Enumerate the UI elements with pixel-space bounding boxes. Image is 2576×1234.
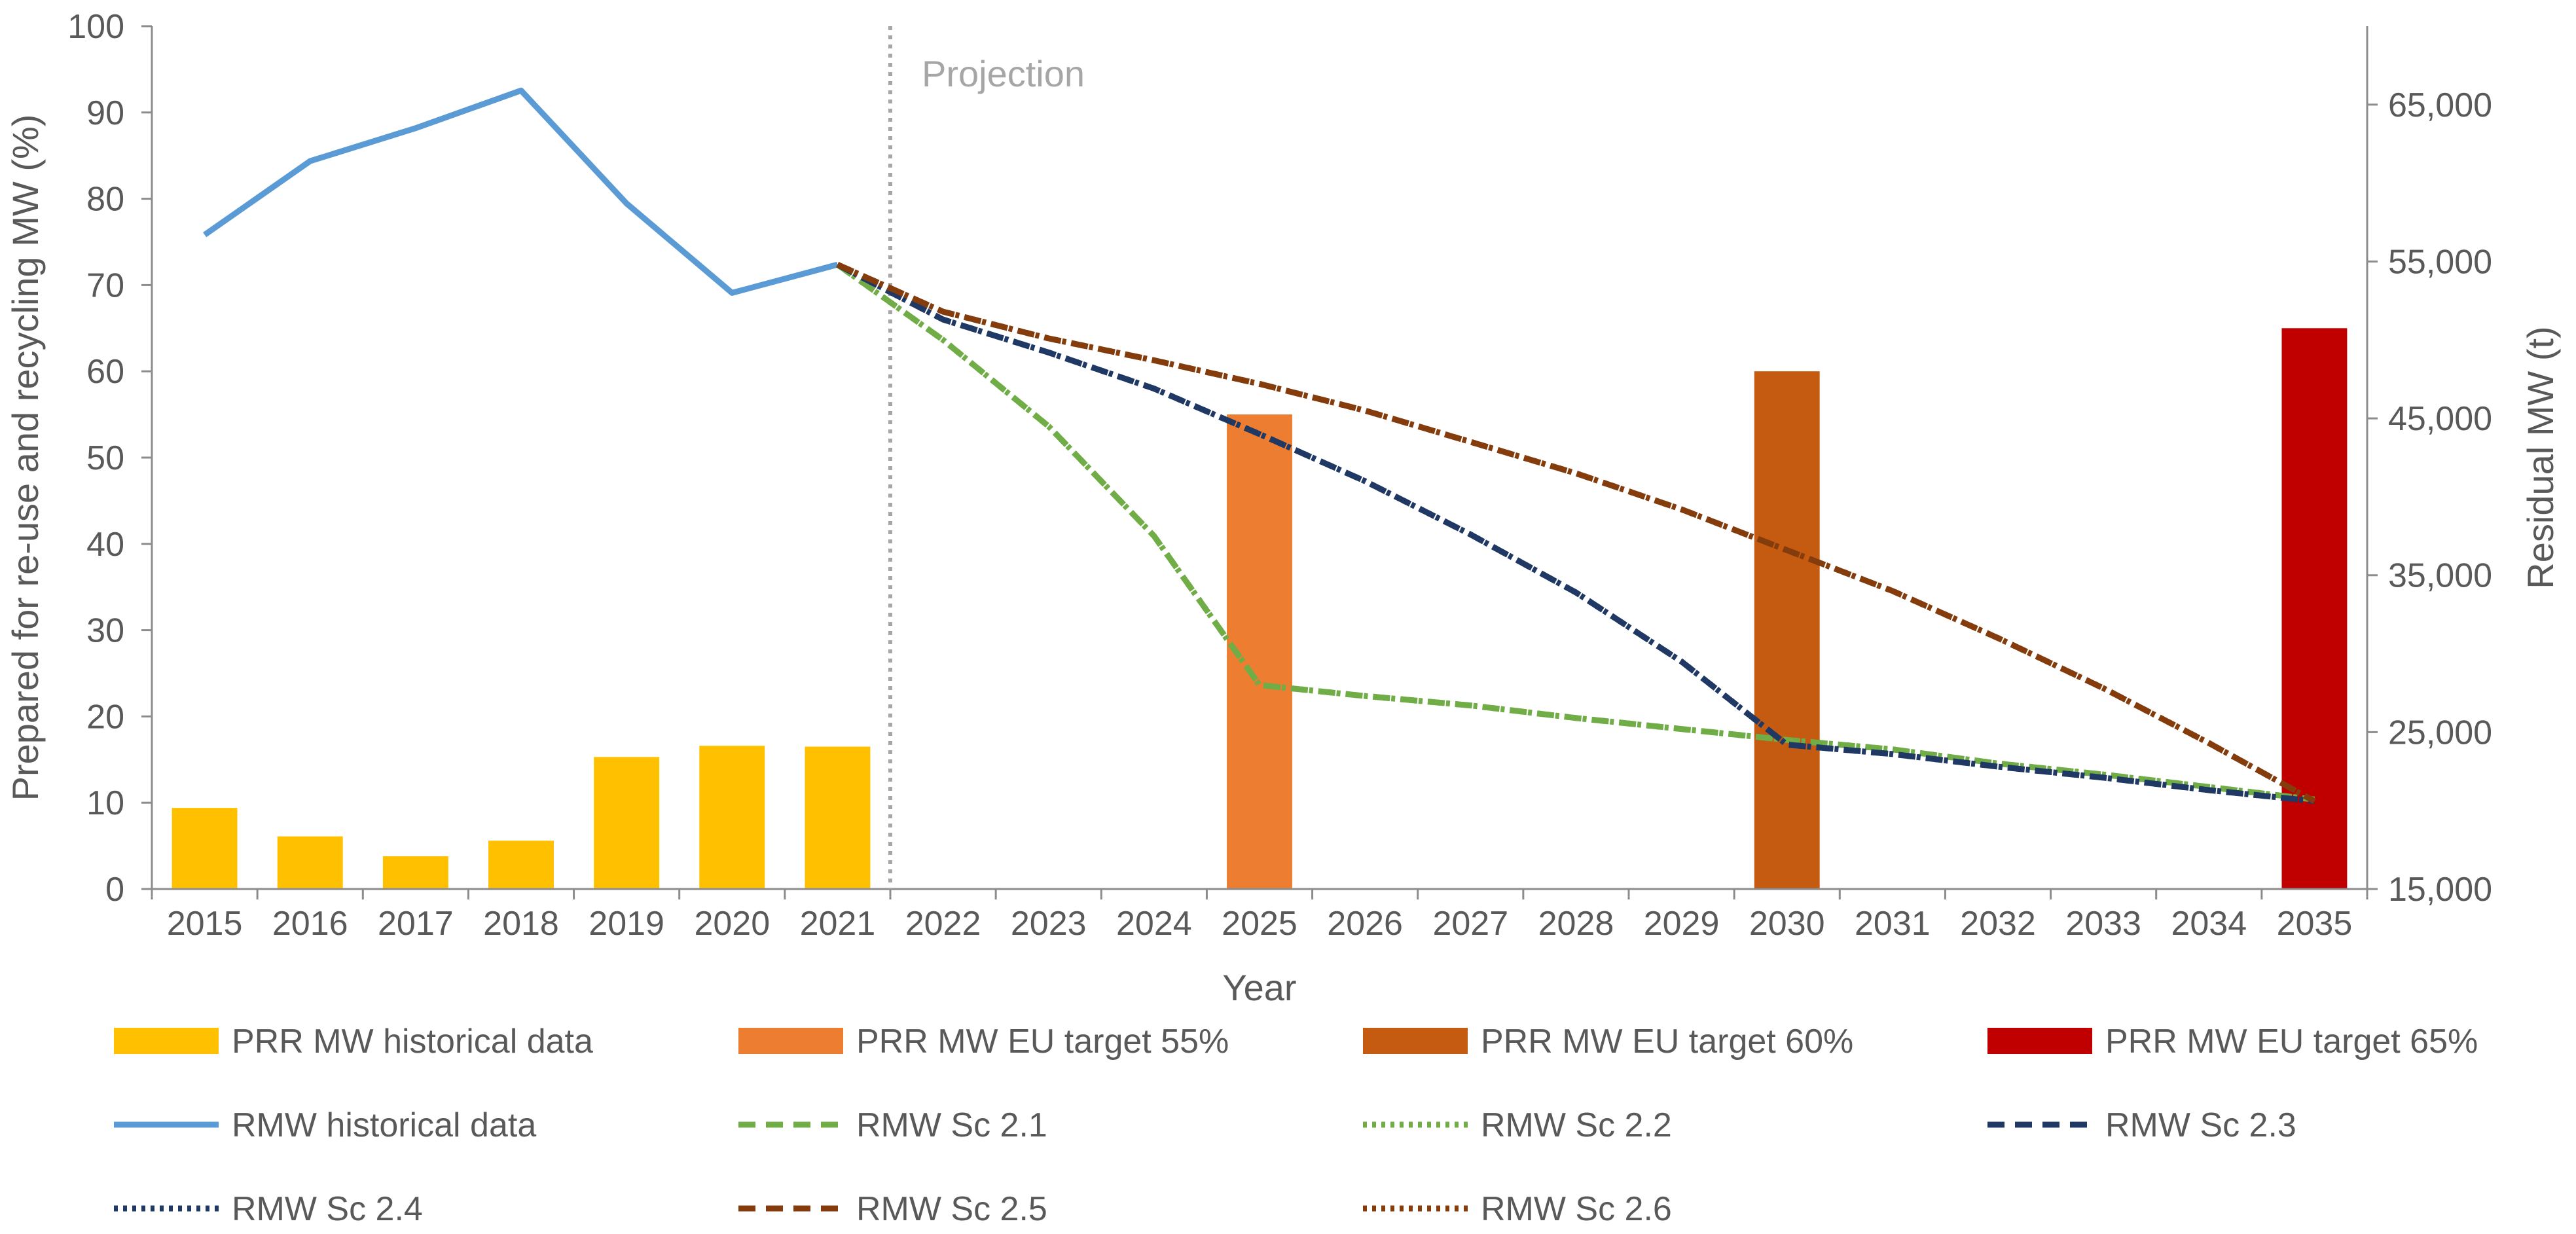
x-tick-label: 2024	[1116, 905, 1192, 943]
y-left-tick-label: 100	[67, 8, 124, 46]
bars-layer	[172, 328, 2348, 889]
y-left-tick-label: 50	[86, 439, 124, 477]
x-axis-title: Year	[1222, 967, 1296, 1008]
bar	[805, 746, 871, 889]
legend-label: PRR MW EU target 65%	[2105, 1023, 2478, 1061]
x-tick-label: 2029	[1644, 905, 1720, 943]
x-tick-label: 2034	[2171, 905, 2247, 943]
y-left-tick-label: 10	[86, 784, 124, 822]
series-line	[203, 87, 839, 296]
y-right-tick-label: 45,000	[2388, 400, 2492, 438]
x-tick-label: 2033	[2065, 905, 2141, 943]
y-left-tick-label: 20	[86, 698, 124, 736]
bar	[488, 841, 554, 889]
y-left-tick-label: 0	[105, 871, 124, 909]
x-tick-label: 2028	[1538, 905, 1614, 943]
bar	[172, 808, 238, 889]
legend-label: RMW Sc 2.1	[856, 1106, 1047, 1144]
y-right-tick-label: 15,000	[2388, 871, 2492, 909]
axes-layer: 010203040506070809010015,00025,00035,000…	[67, 8, 2492, 943]
series-line	[835, 262, 2315, 803]
lines-layer	[203, 87, 2316, 805]
x-tick-label: 2030	[1749, 905, 1825, 943]
bar	[2281, 328, 2348, 889]
x-tick-label: 2019	[589, 905, 664, 943]
y-right-tick-label: 55,000	[2388, 243, 2492, 281]
x-tick-label: 2027	[1432, 905, 1508, 943]
y-left-tick-label: 70	[86, 266, 124, 304]
x-tick-label: 2026	[1327, 905, 1403, 943]
y-right-tick-label: 65,000	[2388, 86, 2492, 124]
y-left-tick-label: 90	[86, 94, 124, 132]
legend-swatch	[738, 1028, 843, 1054]
legend-label: PRR MW EU target 55%	[856, 1023, 1229, 1061]
x-tick-label: 2031	[1855, 905, 1931, 943]
bar	[382, 856, 448, 889]
x-tick-label: 2032	[1960, 905, 2036, 943]
y-left-tick-label: 60	[86, 353, 124, 391]
y-axis-right-title: Residual MW (t)	[2520, 326, 2561, 589]
x-tick-label: 2015	[167, 905, 243, 943]
legend-swatch	[114, 1028, 219, 1054]
x-tick-label: 2023	[1011, 905, 1087, 943]
x-tick-label: 2017	[378, 905, 454, 943]
bar	[594, 757, 660, 889]
legend-swatch	[1987, 1028, 2092, 1054]
x-tick-label: 2021	[800, 905, 876, 943]
legend-label: RMW historical data	[232, 1106, 536, 1144]
legend-swatch	[1363, 1028, 1468, 1054]
series-line	[836, 262, 2316, 804]
projection-label: Projection	[922, 53, 1085, 94]
x-tick-label: 2035	[2277, 905, 2353, 943]
legend-label: RMW Sc 2.4	[232, 1190, 423, 1228]
y-left-tick-label: 40	[86, 526, 124, 564]
legend-label: PRR MW historical data	[232, 1023, 593, 1061]
bar	[1754, 371, 1820, 889]
x-tick-label: 2020	[694, 905, 770, 943]
legend-label: RMW Sc 2.5	[856, 1190, 1047, 1228]
bar	[699, 746, 765, 889]
legend: PRR MW historical data PRR MW EU target 5…	[114, 1023, 2478, 1228]
legend-label: PRR MW EU target 60%	[1481, 1023, 1853, 1061]
y-right-tick-label: 25,000	[2388, 714, 2492, 752]
projection-layer: Projection	[888, 26, 1085, 889]
bar	[277, 836, 343, 889]
y-left-tick-label: 80	[86, 181, 124, 219]
x-tick-label: 2018	[483, 905, 559, 943]
y-right-tick-label: 35,000	[2388, 557, 2492, 595]
series-line	[836, 262, 2315, 805]
x-tick-label: 2016	[272, 905, 348, 943]
x-tick-label: 2022	[905, 905, 981, 943]
legend-label: RMW Sc 2.6	[1481, 1190, 1672, 1228]
legend-label: RMW Sc 2.2	[1481, 1106, 1672, 1144]
x-tick-label: 2025	[1222, 905, 1297, 943]
legend-label: RMW Sc 2.3	[2105, 1106, 2296, 1144]
y-axis-left-title: Prepared for re-use and recycling MW (%)	[5, 115, 46, 801]
y-left-tick-label: 30	[86, 612, 124, 650]
